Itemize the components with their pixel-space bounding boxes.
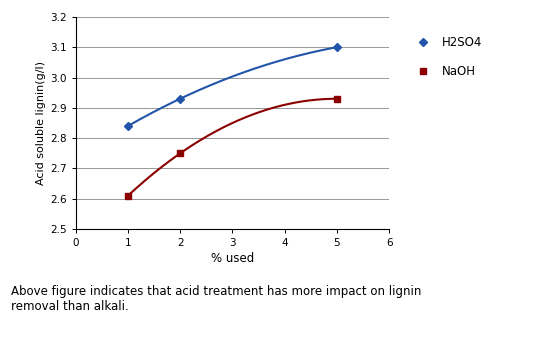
H2SO4 <box>177 97 184 101</box>
Y-axis label: Acid soluble lignin(g/l): Acid soluble lignin(g/l) <box>36 61 46 185</box>
NaOH <box>177 151 184 155</box>
Text: Above figure indicates that acid treatment has more impact on lignin
removal tha: Above figure indicates that acid treatme… <box>11 285 422 313</box>
H2SO4 <box>334 45 340 49</box>
X-axis label: % used: % used <box>211 252 254 265</box>
Line: NaOH: NaOH <box>125 96 340 199</box>
Legend: H2SO4, NaOH: H2SO4, NaOH <box>408 33 484 81</box>
H2SO4 <box>124 124 131 128</box>
NaOH <box>334 97 340 101</box>
Line: H2SO4: H2SO4 <box>125 44 340 129</box>
NaOH <box>124 194 131 198</box>
